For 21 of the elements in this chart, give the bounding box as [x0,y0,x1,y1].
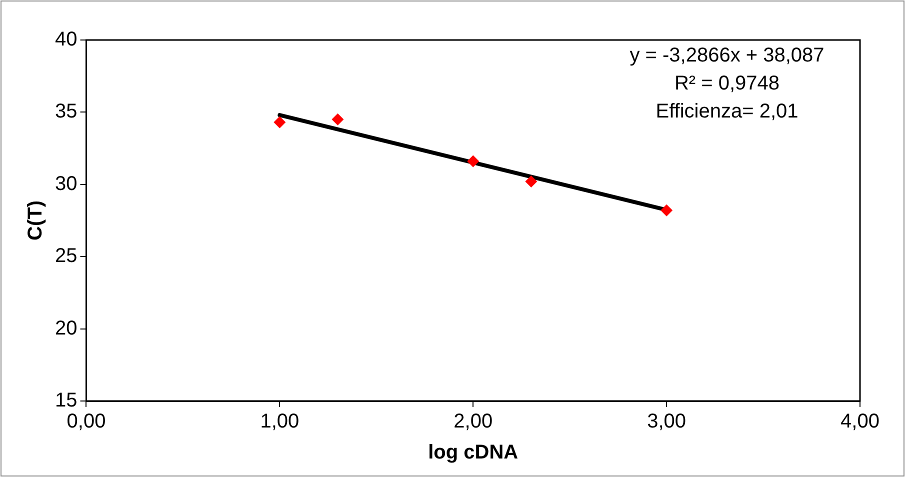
point [467,155,480,168]
point [660,204,673,216]
x-tick-label: 0,00 [66,410,106,433]
annotation: R² = 0,9748 [674,72,780,95]
x-axis-title: log cDNA [428,442,518,464]
annotation: y = -3,2866x + 38,087 [630,44,824,67]
point [332,113,344,126]
annotation: Efficienza= 2,01 [656,100,798,123]
y-tick-label: 35 [54,100,78,123]
y-tick-label: 15 [54,390,78,412]
point [525,176,538,188]
y-axis-title: C(T) [24,200,47,240]
x-tick-label: 4,00 [840,410,880,433]
x-tick-label: 3,00 [647,410,686,433]
y-tick-label: 25 [54,245,78,268]
x-tick-label: 2,00 [454,410,493,433]
x-tick-label: 1,00 [260,410,300,433]
y-tick-label: 20 [54,317,78,340]
y-tick-label: 40 [54,28,78,51]
y-tick-label: 30 [54,172,78,195]
point [274,116,286,128]
